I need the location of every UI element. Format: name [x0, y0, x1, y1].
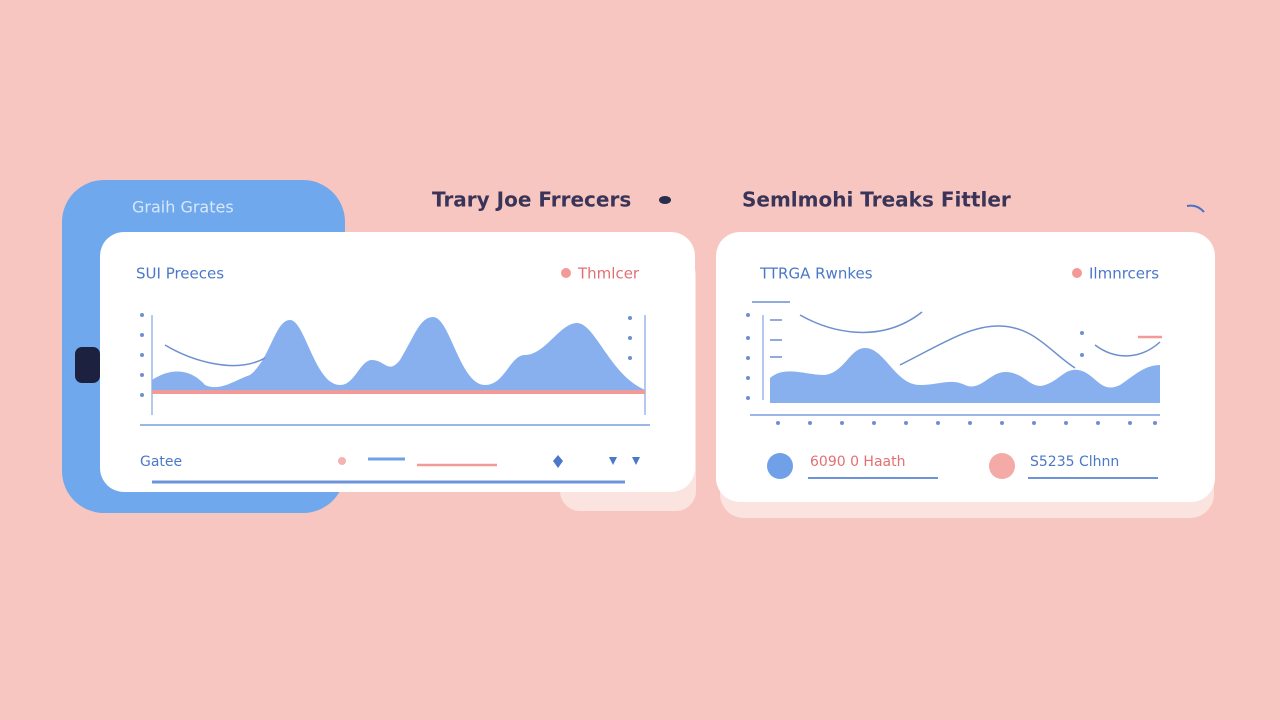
right-panel — [716, 232, 1215, 502]
dot — [840, 421, 844, 425]
footer-label: Gatee — [140, 454, 182, 470]
legend-dot — [561, 268, 571, 278]
shape — [776, 421, 1157, 425]
dot — [1128, 421, 1132, 425]
panel-title: SUI Preeces — [136, 265, 224, 283]
dot — [628, 336, 632, 340]
dot — [628, 316, 632, 320]
legend-dot — [1072, 268, 1082, 278]
shape — [152, 317, 645, 390]
shape — [746, 313, 1084, 400]
left-footer — [152, 455, 640, 484]
dot — [746, 313, 750, 317]
header-title: Trary Joe Frrecers — [432, 188, 631, 212]
dot — [140, 333, 144, 337]
stat-label: 6090 0 Haath — [810, 454, 905, 470]
legend-label: Ilmnrcers — [1089, 265, 1159, 283]
dot — [140, 393, 144, 397]
dot — [1000, 421, 1004, 425]
left-panel — [100, 232, 695, 492]
dot — [338, 457, 346, 465]
dot — [1153, 421, 1157, 425]
shape — [553, 455, 563, 468]
stat-label: S5235 Clhnn — [1030, 454, 1119, 470]
shape — [899, 325, 1076, 369]
legend-label: Thmlcer — [577, 265, 640, 283]
dot — [746, 356, 750, 360]
dot — [1032, 421, 1036, 425]
dot — [1064, 421, 1068, 425]
stat-icon — [767, 453, 793, 479]
side-tab — [75, 347, 100, 383]
shape — [609, 457, 617, 465]
panel-title: TTRGA Rwnkes — [759, 265, 873, 283]
stat-icon — [989, 453, 1015, 479]
dot — [968, 421, 972, 425]
dot — [140, 353, 144, 357]
header-icon — [1186, 204, 1205, 213]
dot — [140, 313, 144, 317]
shape — [799, 311, 923, 334]
dot — [746, 336, 750, 340]
dot — [1080, 353, 1084, 357]
dot — [1096, 421, 1100, 425]
side-card-title: Graih Grates — [132, 198, 234, 217]
shape — [770, 348, 1160, 403]
dot — [808, 421, 812, 425]
right-chart — [746, 301, 1162, 425]
shape — [164, 344, 266, 367]
dot — [776, 421, 780, 425]
dot — [140, 373, 144, 377]
header-title: Semlmohi Treaks Fittler — [742, 188, 1011, 212]
dot — [1080, 331, 1084, 335]
shape — [140, 313, 632, 397]
dot — [872, 421, 876, 425]
dot — [746, 396, 750, 400]
dot — [936, 421, 940, 425]
dot — [904, 421, 908, 425]
dot — [746, 376, 750, 380]
dot — [628, 356, 632, 360]
shape — [1094, 341, 1161, 357]
shape — [632, 457, 640, 465]
shape — [770, 319, 782, 358]
header-dot — [659, 196, 671, 204]
left-chart — [140, 313, 650, 426]
